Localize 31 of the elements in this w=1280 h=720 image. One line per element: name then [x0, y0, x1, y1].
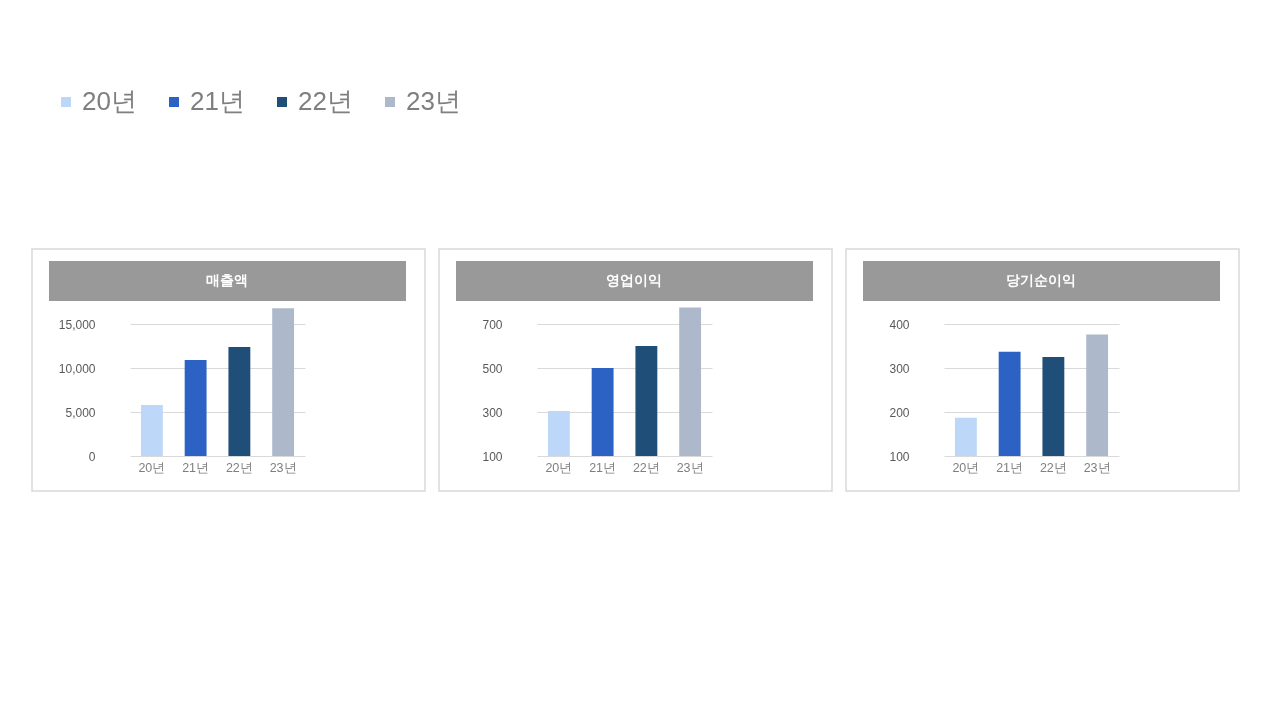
y-tick-label: 0 — [88, 449, 96, 464]
y-tick-label: 200 — [889, 405, 910, 420]
x-tick-label: 23년 — [269, 460, 297, 475]
y-tick-label: 300 — [482, 405, 503, 420]
y-tick-label: 700 — [482, 317, 503, 332]
y-tick-label: 100 — [889, 449, 910, 464]
x-tick-label: 21년 — [182, 460, 210, 475]
x-tick-label: 22년 — [1039, 460, 1067, 475]
x-tick-label: 23년 — [1083, 460, 1111, 475]
legend-label: 20년 — [82, 86, 137, 116]
x-tick-label: 20년 — [952, 460, 980, 475]
y-tick-label: 100 — [482, 449, 503, 464]
y-tick-label: 500 — [482, 361, 503, 376]
x-tick-label: 21년 — [589, 460, 617, 475]
y-tick-label: 10,000 — [58, 361, 96, 376]
legend-label: 21년 — [190, 86, 245, 116]
x-tick-label: 22년 — [225, 460, 253, 475]
legend-label: 22년 — [298, 86, 353, 116]
chart-title: 당기순이익 — [1006, 272, 1076, 288]
x-tick-label: 20년 — [545, 460, 573, 475]
legend-label: 23년 — [406, 86, 461, 116]
y-tick-label: 15,000 — [58, 317, 96, 332]
y-tick-label: 300 — [889, 361, 910, 376]
chart-title: 영업이익 — [606, 272, 662, 288]
y-tick-label: 400 — [889, 317, 910, 332]
x-tick-label: 21년 — [996, 460, 1024, 475]
chart-title: 매출액 — [206, 272, 248, 288]
y-tick-label: 5,000 — [65, 405, 96, 420]
x-tick-label: 22년 — [632, 460, 660, 475]
x-tick-label: 23년 — [676, 460, 704, 475]
x-tick-label: 20년 — [138, 460, 166, 475]
